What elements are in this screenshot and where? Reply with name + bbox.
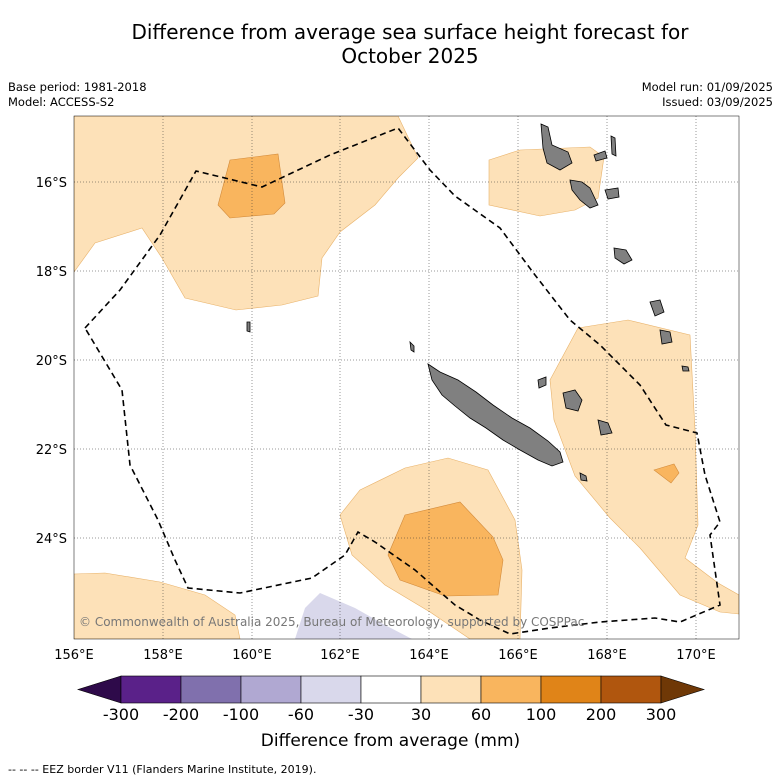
land-masses (246, 123, 690, 482)
anomaly-negative-region (295, 593, 412, 639)
colorbar-tick-label: -30 (347, 705, 375, 724)
colorbar-tick-label: -300 (102, 705, 140, 724)
colorbar-segment (240, 675, 302, 704)
title-line-1: Difference from average sea surface heig… (131, 20, 689, 44)
colorbar-tick-label: 100 (525, 705, 557, 724)
colorbar-segment (600, 675, 662, 704)
colorbar (76, 675, 706, 704)
title-line-2: October 2025 (341, 44, 479, 68)
copyright-notice: © Commonwealth of Australia 2025, Bureau… (79, 615, 584, 629)
map-frame (73, 115, 740, 640)
colorbar-title: Difference from average (mm) (260, 731, 521, 751)
colorbar-tick-label: -100 (222, 705, 260, 724)
model-name: Model: ACCESS-S2 (8, 95, 115, 109)
colorbar-extend-min (76, 675, 122, 704)
colorbar-tick-label: 30 (410, 705, 432, 724)
colorbar-extend-max (660, 675, 706, 704)
lat-label: 20°S (36, 354, 67, 369)
colorbar-tick-label: 300 (645, 705, 677, 724)
colorbar-tick-label: 200 (585, 705, 617, 724)
lon-label: 158°E (143, 648, 183, 663)
colorbar-tick-label: -200 (162, 705, 200, 724)
new-caledonia-island (427, 363, 564, 467)
colorbar-segment (420, 675, 482, 704)
lon-label: 162°E (320, 648, 360, 663)
lon-label: 164°E (409, 648, 449, 663)
lon-label: 168°E (587, 648, 627, 663)
lat-label: 24°S (36, 532, 67, 547)
gridlines (74, 116, 739, 639)
colorbar-segment (540, 675, 602, 704)
longitude-labels: 156°E 158°E 160°E 162°E 164°E 166°E 168°… (54, 648, 716, 663)
lat-label: 22°S (36, 443, 67, 458)
lat-label: 16°S (36, 176, 67, 191)
colorbar-segment (300, 675, 362, 704)
eez-footnote: -- -- -- EEZ border V11 (Flanders Marine… (8, 763, 317, 776)
colorbar-tick-label: -60 (287, 705, 315, 724)
model-run: Model run: 01/09/2025 (641, 80, 773, 94)
colorbar-tick-label: 60 (470, 705, 492, 724)
map-title: Difference from average sea surface heig… (40, 20, 780, 68)
metadata-right: Model run: 01/09/2025 Issued: 03/09/2025 (642, 80, 773, 110)
base-period: Base period: 1981-2018 (8, 80, 147, 94)
lon-label: 156°E (54, 648, 94, 663)
lon-label: 166°E (498, 648, 538, 663)
lon-label: 160°E (232, 648, 272, 663)
eez-border (84, 127, 721, 635)
colorbar-segment (360, 675, 422, 704)
lat-label: 18°S (36, 265, 67, 280)
latitude-labels: 16°S 18°S 20°S 22°S 24°S (36, 176, 67, 547)
colorbar-segment (480, 675, 542, 704)
metadata-left: Base period: 1981-2018 Model: ACCESS-S2 (8, 80, 147, 110)
colorbar-segment (120, 675, 182, 704)
lon-label: 170°E (676, 648, 716, 663)
colorbar-segment (180, 675, 242, 704)
issued-date: Issued: 03/09/2025 (662, 95, 773, 109)
map-area: © Commonwealth of Australia 2025, Bureau… (74, 116, 739, 639)
